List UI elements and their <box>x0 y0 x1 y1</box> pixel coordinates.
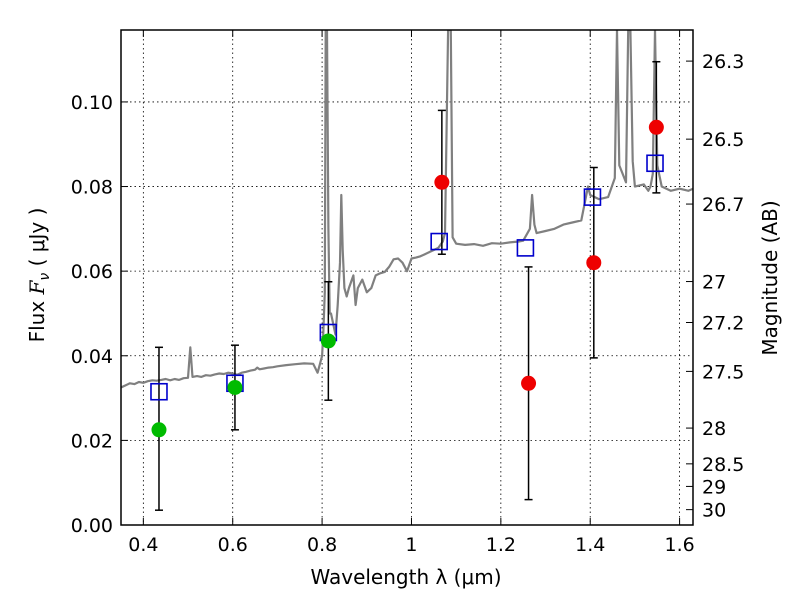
y-tick-label: 0.02 <box>71 430 113 452</box>
y2-axis-label: Magnitude (AB) <box>758 200 782 355</box>
mag-tick-label: 29 <box>702 476 726 498</box>
y-axis-label-unit: ( μJy ) <box>25 208 49 273</box>
mag-tick-label: 27 <box>702 272 726 294</box>
mag-tick-label: 27.2 <box>702 313 744 335</box>
mag-tick-label: 28.5 <box>702 454 744 476</box>
y-tick-label: 0.10 <box>71 92 113 114</box>
mag-tick-label: 28 <box>702 418 726 440</box>
y-axis-label-subscript: ν <box>37 273 53 281</box>
observed-flux-point <box>586 255 602 271</box>
y-tick-label: 0.00 <box>71 515 113 537</box>
grid <box>121 30 693 526</box>
plot-frame <box>120 29 694 526</box>
x-axis-label: Wavelength λ (μm) <box>310 565 501 589</box>
observed-flux-point <box>151 422 167 438</box>
data-markers <box>150 119 664 438</box>
y-axis-label-symbol: F <box>25 279 49 295</box>
model-spectrum <box>121 30 693 389</box>
mag-tick-label: 26.5 <box>702 129 744 151</box>
x-tick-label: 0.4 <box>128 534 158 556</box>
mag-tick-label: 30 <box>702 500 726 522</box>
x-tick-label: 1.6 <box>664 534 694 556</box>
mag-tick-label: 26.3 <box>702 51 744 73</box>
x-tick-label: 0.6 <box>218 534 248 556</box>
y-axis-label-prefix: Flux <box>25 294 49 342</box>
model-photometry-square <box>583 188 602 206</box>
x-tick-label: 0.8 <box>307 534 337 556</box>
y-tick-label: 0.04 <box>71 346 113 368</box>
y-axis-label: Flux Fν ( μJy ) <box>25 208 53 343</box>
model-photometry-square <box>150 382 168 401</box>
y-tick-label: 0.08 <box>71 177 113 199</box>
x-tick-label: 1 <box>405 534 417 556</box>
observed-flux-point <box>320 333 336 349</box>
model-photometry-square <box>430 232 448 251</box>
observed-flux-point <box>227 380 243 395</box>
x-tick-label: 1.2 <box>486 534 516 556</box>
mag-tick-label: 26.7 <box>702 194 744 216</box>
model-photometry-square <box>646 154 664 173</box>
observed-flux-point <box>521 375 537 391</box>
y-tick-label: 0.06 <box>71 261 113 283</box>
x-tick-label: 1.4 <box>575 534 605 556</box>
model-spectrum-line <box>121 30 693 389</box>
axis-ticks: 0.4 0.6 0.8 1 1.2 1.4 1.6 0.00 0.02 0.04 0.06 0.08 0… <box>71 30 744 556</box>
observed-flux-point <box>648 119 664 135</box>
model-photometry-square <box>516 239 535 257</box>
mag-tick-label: 27.5 <box>702 361 744 383</box>
observed-flux-point <box>434 174 450 190</box>
